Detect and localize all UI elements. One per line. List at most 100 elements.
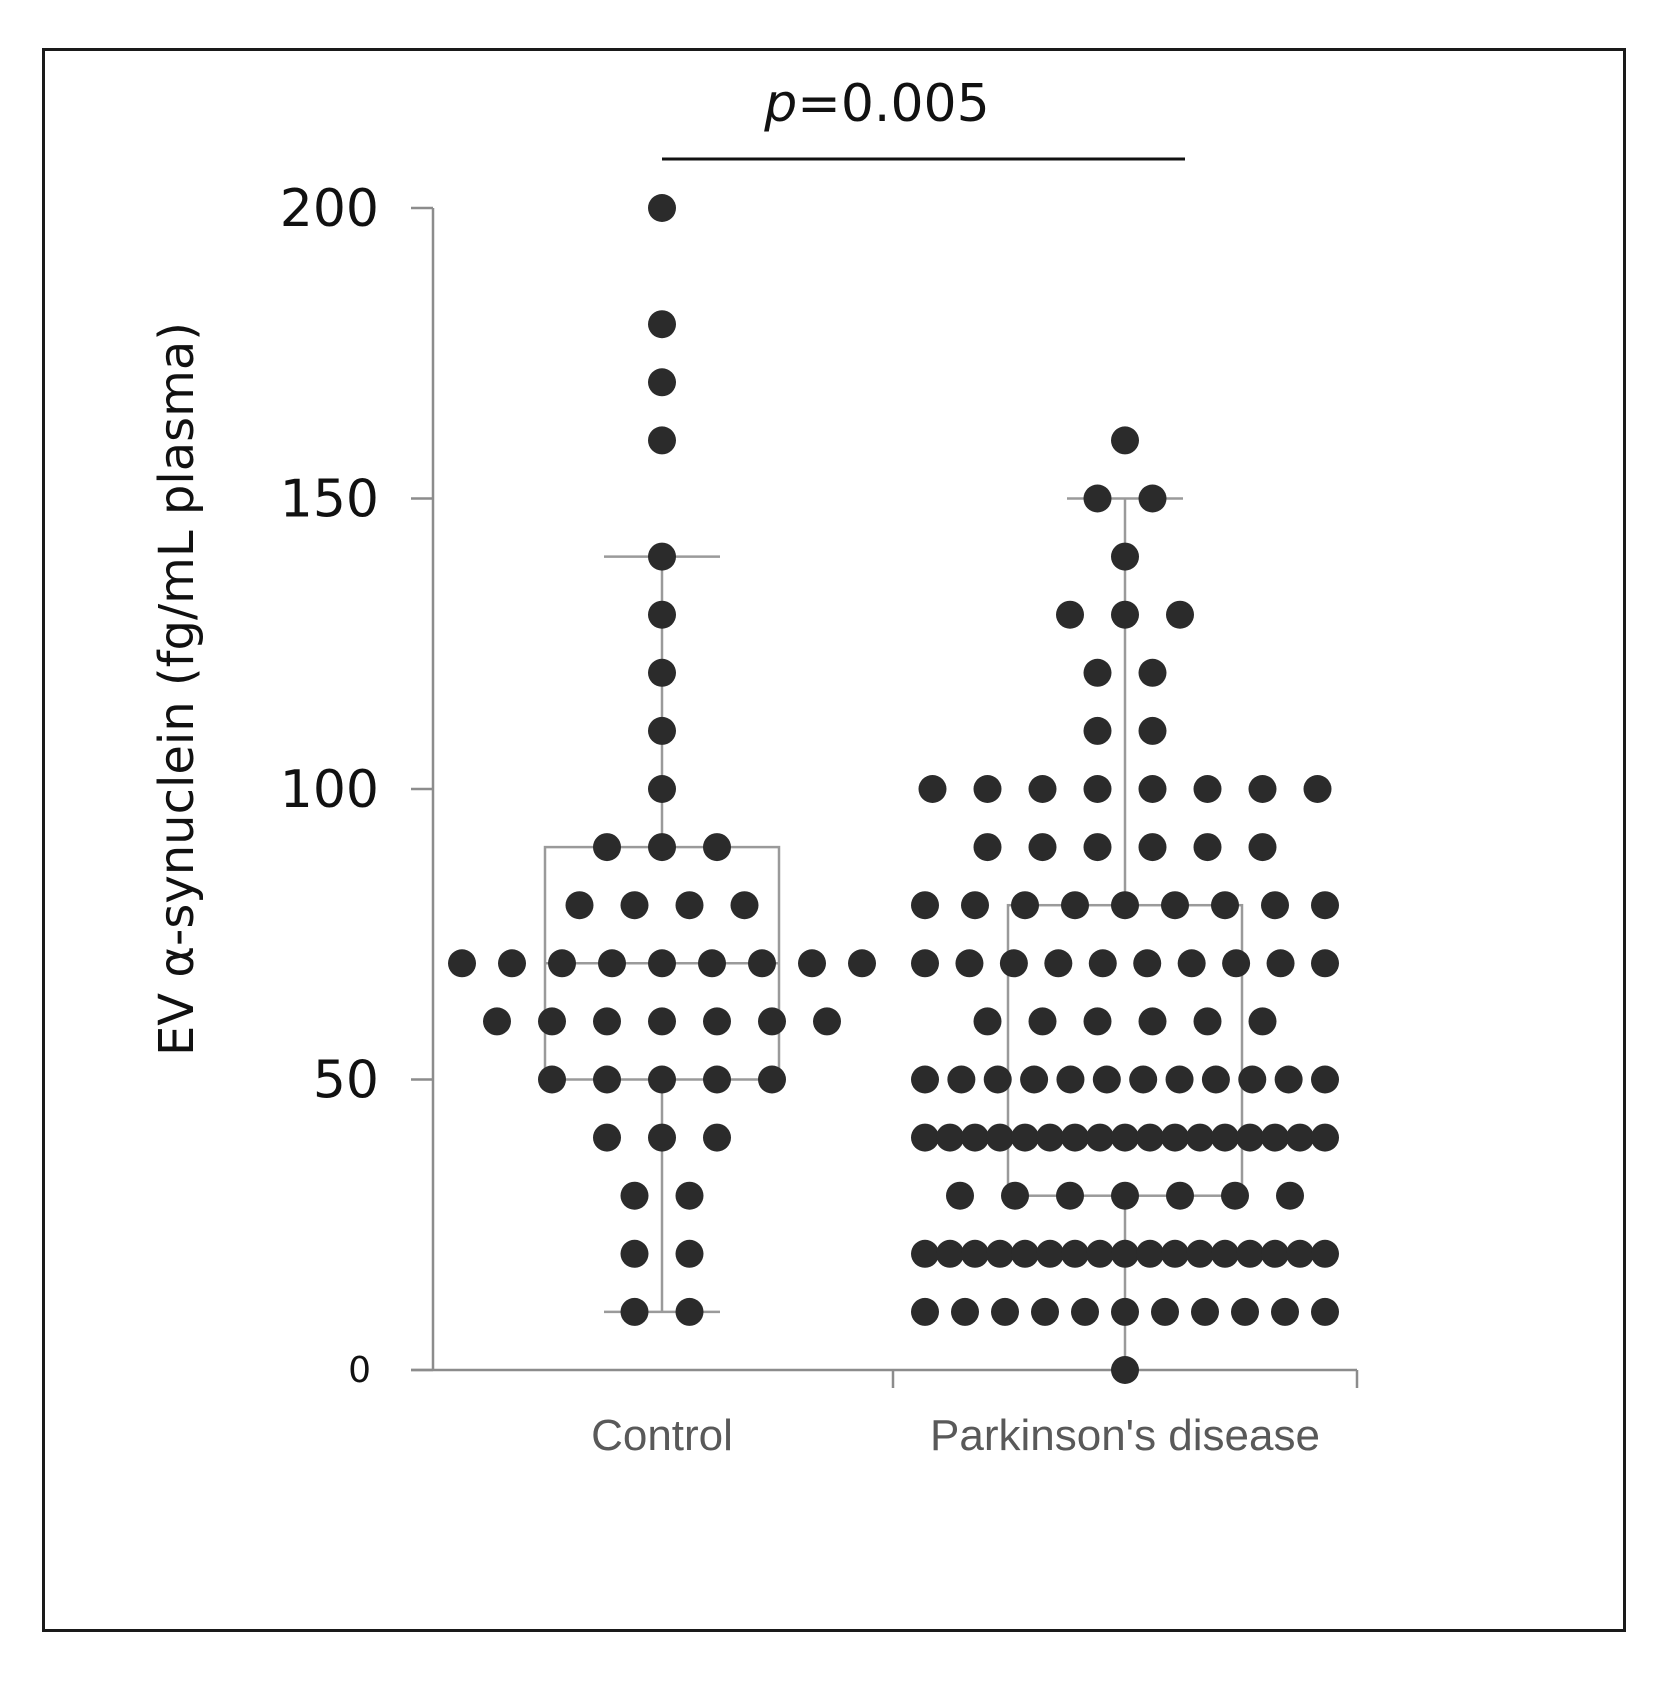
data-point	[1211, 1123, 1239, 1152]
data-point	[1193, 1007, 1222, 1036]
data-point	[1056, 1181, 1084, 1210]
data-point	[1193, 775, 1222, 803]
data-point	[565, 891, 594, 920]
data-point	[1044, 949, 1073, 978]
data-point	[648, 542, 676, 571]
data-point	[1138, 1007, 1167, 1036]
data-point	[1248, 833, 1277, 862]
data-point	[1129, 1065, 1158, 1094]
data-point	[703, 1065, 731, 1094]
data-point	[675, 1181, 704, 1210]
data-point	[1261, 891, 1289, 920]
data-point	[1011, 1123, 1039, 1152]
y-tick-label: 100	[280, 760, 379, 820]
data-point	[986, 1123, 1014, 1152]
p-value-annotation: p=0.005	[763, 74, 989, 134]
data-point	[648, 949, 676, 978]
data-point	[1266, 949, 1295, 978]
data-point	[1166, 600, 1194, 629]
data-point	[675, 1297, 704, 1326]
data-point	[538, 1065, 566, 1094]
data-point	[1136, 1123, 1164, 1152]
data-point	[1186, 1123, 1214, 1152]
box-iqr	[1006, 903, 1244, 1197]
data-point	[1111, 1123, 1139, 1152]
data-point	[1111, 1356, 1139, 1384]
data-point	[1211, 1239, 1239, 1268]
data-point	[1011, 891, 1039, 920]
data-point	[1138, 658, 1167, 687]
data-point	[593, 833, 621, 862]
data-point	[1083, 658, 1112, 687]
data-point	[1191, 1297, 1219, 1326]
data-point	[911, 1065, 939, 1094]
data-point	[961, 1123, 989, 1152]
data-point	[1061, 1239, 1089, 1268]
data-point	[1261, 1239, 1289, 1268]
data-point	[1286, 1239, 1314, 1268]
data-point	[1165, 1065, 1194, 1094]
data-point	[1086, 1123, 1114, 1152]
data-point	[1111, 600, 1139, 629]
data-point	[936, 1239, 964, 1268]
data-point	[911, 1123, 939, 1152]
data-point	[911, 949, 939, 978]
data-point	[1151, 1297, 1179, 1326]
data-point	[648, 1123, 676, 1152]
data-point	[1036, 1123, 1064, 1152]
data-point	[955, 949, 984, 978]
data-point	[973, 775, 1002, 803]
data-point	[983, 1065, 1012, 1094]
data-point	[1193, 833, 1222, 862]
data-point	[947, 1065, 976, 1094]
y-tick-label: 200	[280, 179, 379, 239]
data-point	[1231, 1297, 1259, 1326]
data-point	[1111, 542, 1139, 571]
data-point	[1111, 1297, 1139, 1326]
data-point	[698, 949, 726, 978]
data-point	[1248, 1007, 1277, 1036]
data-point	[498, 949, 526, 978]
data-point	[548, 949, 576, 978]
data-point	[1111, 891, 1139, 920]
data-point	[620, 1297, 649, 1326]
data-point	[1028, 833, 1057, 862]
data-point	[951, 1297, 979, 1326]
data-point	[1083, 775, 1112, 803]
p-value-text: =0.005	[797, 74, 989, 134]
data-point	[1311, 1123, 1339, 1152]
data-point	[1303, 775, 1332, 803]
data-point	[1136, 1239, 1164, 1268]
data-point	[1133, 949, 1162, 978]
data-point	[648, 368, 676, 397]
data-point	[538, 1007, 566, 1036]
data-point	[911, 1239, 939, 1268]
data-point	[1161, 1123, 1189, 1152]
data-point	[1088, 949, 1117, 978]
data-point	[1311, 949, 1339, 978]
data-point	[483, 1007, 511, 1036]
data-point	[798, 949, 826, 978]
data-point	[1138, 833, 1167, 862]
data-point	[1311, 1239, 1339, 1268]
data-point	[593, 1065, 621, 1094]
data-point	[620, 891, 649, 920]
data-point	[961, 891, 989, 920]
data-point	[973, 1007, 1002, 1036]
data-point	[620, 1239, 649, 1268]
data-point	[593, 1123, 621, 1152]
data-point	[1028, 775, 1057, 803]
data-point	[758, 1065, 786, 1094]
plot-area: 0 50 100 150 200 Control Parkinson's disease	[280, 157, 1359, 1460]
data-point	[1071, 1297, 1099, 1326]
data-point	[758, 1007, 786, 1036]
x-category-label: Parkinson's disease	[930, 1411, 1320, 1460]
y-axis-label: EV α-synuclein (fg/mL plasma)	[149, 322, 205, 1056]
data-point	[648, 1007, 676, 1036]
data-point	[648, 426, 676, 455]
data-point	[1236, 1239, 1264, 1268]
data-point	[1221, 1181, 1249, 1210]
data-point	[918, 775, 947, 803]
data-point	[598, 949, 626, 978]
p-value-italic-p: p	[763, 74, 797, 134]
